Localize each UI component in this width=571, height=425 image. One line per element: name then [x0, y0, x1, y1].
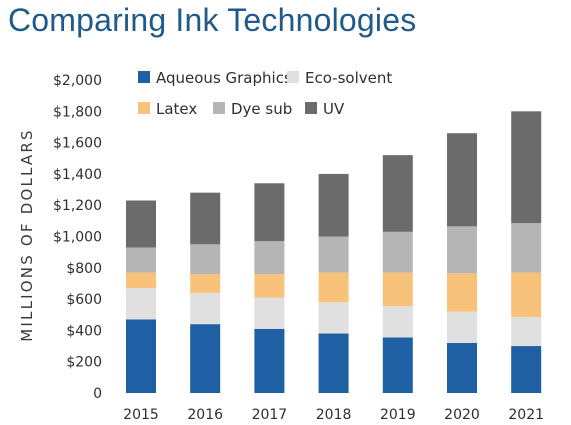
x-tick-label: 2016 [187, 407, 223, 423]
y-tick-label: 0 [93, 386, 102, 402]
legend-swatch-eco-solvent [287, 71, 299, 83]
bar-segment-eco-solvent-2015 [126, 288, 156, 320]
bar-segment-aqueous-graphics-2016 [190, 324, 221, 393]
bar-segment-uv-2018 [318, 173, 349, 237]
bar-segment-eco-solvent-2016 [190, 292, 221, 325]
bar-segment-eco-solvent-2020 [447, 311, 477, 343]
y-tick-label: $1,400 [53, 167, 102, 183]
x-tick-label: 2017 [252, 407, 288, 423]
bar-segment-latex-2018 [318, 272, 349, 303]
bar-segment-aqueous-graphics-2015 [126, 319, 156, 393]
bar-segment-latex-2020 [447, 273, 477, 312]
bar-stacks [126, 111, 542, 393]
bar-segment-latex-2017 [254, 274, 285, 298]
bar-segment-eco-solvent-2021 [511, 317, 542, 347]
legend-label: UV [323, 100, 345, 118]
bar-segment-uv-2016 [190, 192, 221, 245]
legend: Aqueous Graphics Eco-solvent Latex Dye sub U… [138, 69, 392, 118]
bar-segment-dye-sub-2015 [126, 247, 156, 273]
legend-swatch-latex [138, 102, 150, 114]
bar-segment-aqueous-graphics-2021 [511, 346, 542, 393]
x-tick-label: 2019 [380, 407, 416, 423]
x-tick-label: 2021 [508, 407, 544, 423]
bar-segment-uv-2015 [126, 200, 156, 248]
chart-title: Comparing Ink Technologies [8, 2, 417, 38]
legend-swatch-aqueous-graphics [138, 71, 150, 83]
bar-segment-uv-2021 [511, 111, 542, 224]
bar-segment-uv-2017 [254, 183, 285, 242]
bar-segment-dye-sub-2016 [190, 244, 221, 275]
y-tick-label: $400 [66, 323, 102, 339]
bar-segment-aqueous-graphics-2017 [254, 328, 285, 393]
bar-segment-eco-solvent-2019 [382, 306, 413, 338]
y-tick-label: $2,000 [53, 73, 102, 89]
x-tick-label: 2015 [123, 407, 159, 423]
bar-segment-aqueous-graphics-2019 [382, 337, 413, 393]
x-tick-label: 2020 [444, 407, 480, 423]
bar-segment-latex-2015 [126, 272, 156, 289]
y-tick-label: $1,000 [53, 230, 102, 246]
bar-segment-aqueous-graphics-2018 [318, 333, 349, 393]
legend-swatch-uv [305, 102, 317, 114]
legend-label: Eco-solvent [305, 69, 392, 87]
x-tick-label: 2018 [316, 407, 352, 423]
bar-segment-uv-2019 [382, 155, 413, 232]
bar-segment-eco-solvent-2017 [254, 297, 285, 329]
bar-segment-latex-2019 [382, 272, 413, 307]
y-tick-label: $600 [66, 292, 102, 308]
bar-segment-latex-2016 [190, 274, 221, 293]
legend-label: Dye sub [231, 100, 292, 118]
bar-segment-dye-sub-2021 [511, 223, 542, 273]
y-tick-label: $800 [66, 261, 102, 277]
y-axis-label: MILLIONS OF DOLLARS [18, 128, 36, 341]
bar-segment-dye-sub-2019 [382, 231, 413, 273]
y-tick-label: $1,800 [53, 104, 102, 120]
y-axis-tick-labels: 0 $200 $400 $600 $800 $1,000 $1,200 $1,400 $1,60… [53, 73, 102, 402]
legend-label: Aqueous Graphics [156, 69, 292, 87]
y-tick-label: $1,600 [53, 136, 102, 152]
bar-segment-dye-sub-2017 [254, 241, 285, 275]
bar-segment-aqueous-graphics-2020 [447, 342, 477, 393]
y-tick-label: $1,200 [53, 198, 102, 214]
bar-segment-uv-2020 [447, 133, 477, 227]
bar-segment-dye-sub-2020 [447, 226, 477, 274]
legend-label: Latex [156, 100, 197, 118]
bar-segment-eco-solvent-2018 [318, 302, 349, 334]
bar-segment-latex-2021 [511, 272, 542, 318]
bar-segment-dye-sub-2018 [318, 236, 349, 273]
legend-swatch-dye-sub [213, 102, 225, 114]
y-tick-label: $200 [66, 355, 102, 371]
x-axis-tick-labels: 2015 2016 2017 2018 2019 2020 2021 [123, 407, 544, 423]
